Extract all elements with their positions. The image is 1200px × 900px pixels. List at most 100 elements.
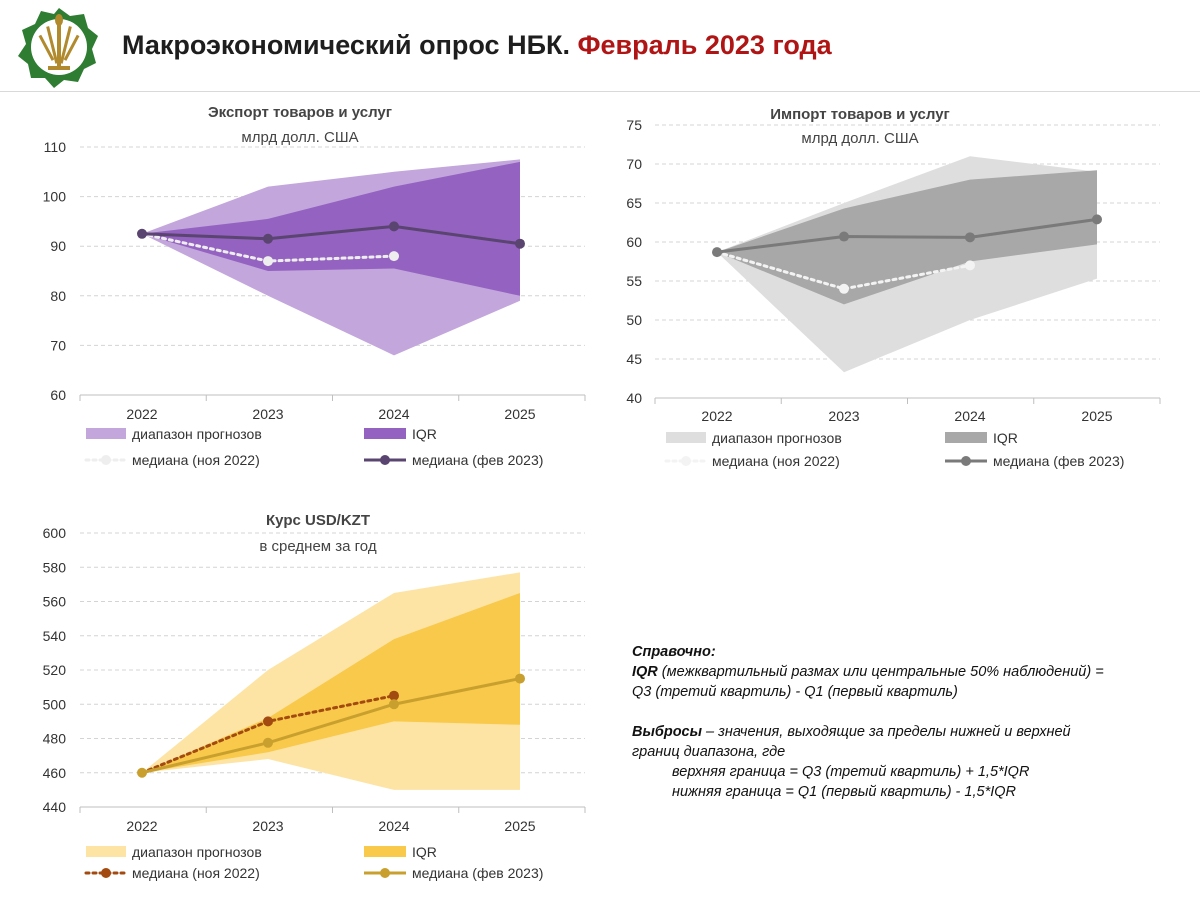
fx-y-tick-label: 540 — [43, 628, 67, 644]
import-x-tick-label: 2022 — [701, 408, 732, 424]
import-legend-range-swatch — [666, 432, 706, 443]
fx-y-tick-label: 560 — [43, 594, 67, 610]
header-divider — [0, 91, 1200, 92]
import-legend-range-label: диапазон прогнозов — [712, 430, 842, 446]
import-median-feb-point — [839, 231, 849, 242]
import-y-tick-label: 40 — [626, 390, 642, 406]
fx-legend-iqr-swatch — [364, 846, 406, 857]
fx-y-tick-label: 520 — [43, 662, 67, 678]
import-median-feb-point — [1092, 214, 1102, 225]
export-legend-feb-label: медиана (фев 2023) — [412, 452, 543, 468]
iqr-definition-1: (межквартильный размах или центральные 5… — [657, 664, 1104, 680]
import-median-nov-point — [965, 260, 975, 271]
fx-legend-feb-marker — [380, 868, 390, 878]
export-chart-subtitle: млрд долл. США — [241, 129, 358, 146]
iqr-definition-2: Q3 (третий квартиль) - Q1 (первый кварти… — [632, 684, 958, 700]
title-main: Макроэкономический опрос НБК. — [122, 30, 570, 60]
fx-y-tick-label: 480 — [43, 731, 67, 747]
import-y-tick-label: 70 — [626, 156, 642, 172]
reference-note: Справочно: IQR (межквартильный размах ил… — [632, 642, 1192, 802]
import-chart-subtitle: млрд долл. США — [801, 130, 918, 147]
export-median-feb-point — [263, 233, 273, 244]
export-iqr-area — [142, 161, 520, 296]
export-y-tick-label: 70 — [50, 337, 66, 353]
import-median-feb-point — [712, 247, 722, 258]
iqr-term: IQR — [632, 664, 658, 680]
export-median-feb-point — [515, 238, 525, 249]
export-y-tick-label: 60 — [50, 387, 66, 403]
export-median-nov-point — [389, 251, 399, 262]
import-y-tick-label: 65 — [626, 195, 642, 211]
export-x-tick-label: 2024 — [378, 406, 409, 422]
import-y-tick-label: 45 — [626, 351, 642, 367]
export-legend-range-swatch — [86, 428, 126, 439]
usd-kzt-chart: Курс USD/KZT в среднем за год 440 460 480 500… — [0, 500, 600, 900]
fx-median-feb-point — [389, 699, 399, 710]
import-y-tick-label: 55 — [626, 273, 642, 289]
fx-median-nov-point — [389, 690, 399, 701]
import-median-nov-point — [839, 283, 849, 294]
fx-iqr-area — [142, 592, 520, 773]
fx-y-tick-label: 440 — [43, 799, 67, 815]
export-legend-iqr-label: IQR — [412, 426, 437, 442]
upper-bound-formula: верхняя граница = Q3 (третий квартиль) +… — [672, 764, 1030, 780]
import-legend-iqr-swatch — [945, 432, 987, 443]
note-heading: Справочно: — [632, 644, 716, 660]
outliers-definition-2: границ диапазона, где — [632, 744, 786, 760]
fx-y-tick-label: 600 — [43, 525, 67, 541]
import-legend-feb-label: медиана (фев 2023) — [993, 453, 1124, 469]
export-legend-nov-label: медиана (ноя 2022) — [132, 452, 260, 468]
import-svg: Импорт товаров и услуг млрд долл. США 40 45… — [626, 106, 1161, 469]
export-x-tick-label: 2023 — [252, 406, 283, 422]
export-legend-nov-marker — [101, 455, 111, 465]
import-x-tick-label: 2025 — [1081, 408, 1112, 424]
page-title: Макроэкономический опрос НБК. Февраль 20… — [122, 30, 832, 61]
import-chart-title: Импорт товаров и услуг — [770, 106, 950, 123]
export-legend-iqr-swatch — [364, 428, 406, 439]
fx-legend-range-swatch — [86, 846, 126, 857]
import-median-feb-line — [716, 217, 1098, 254]
import-legend-feb-marker — [961, 456, 971, 466]
export-x-tick-label: 2025 — [504, 406, 535, 422]
export-median-nov-point — [263, 256, 273, 267]
fx-legend-nov-marker — [101, 868, 111, 878]
export-y-tick-label: 90 — [50, 238, 66, 254]
import-y-tick-label: 60 — [626, 234, 642, 250]
fx-median-feb-point — [515, 673, 525, 684]
fx-median-feb-point — [263, 737, 273, 748]
outliers-definition-1: – значения, выходящие за пределы нижней … — [702, 724, 1071, 740]
export-y-tick-label: 100 — [43, 189, 67, 205]
nbk-logo-icon — [18, 6, 100, 88]
export-median-feb-point — [137, 228, 147, 239]
fx-median-nov-point — [263, 716, 273, 727]
fx-y-tick-label: 460 — [43, 765, 67, 781]
import-legend-nov-marker — [681, 456, 691, 466]
fx-legend-iqr-label: IQR — [412, 844, 437, 860]
fx-chart-subtitle: в среднем за год — [259, 538, 376, 555]
fx-y-tick-label: 580 — [43, 559, 67, 575]
import-y-tick-label: 50 — [626, 312, 642, 328]
export-median-feb-line — [141, 224, 521, 246]
title-date: Февраль 2023 года — [577, 30, 832, 60]
import-legend-iqr-label: IQR — [993, 430, 1018, 446]
export-chart: Экспорт товаров и услуг млрд долл. США 60 7… — [0, 92, 600, 482]
fx-legend-nov-label: медиана (ноя 2022) — [132, 865, 260, 881]
export-y-tick-label: 110 — [44, 139, 67, 155]
fx-y-tick-label: 500 — [43, 696, 67, 712]
fx-legend-range-label: диапазон прогнозов — [132, 844, 262, 860]
fx-x-tick-label: 2023 — [252, 818, 283, 834]
import-x-tick-label: 2023 — [828, 408, 859, 424]
fx-chart-title: Курс USD/KZT — [266, 512, 370, 529]
fx-legend-feb-label: медиана (фев 2023) — [412, 865, 543, 881]
import-median-feb-point — [965, 232, 975, 243]
import-chart: Импорт товаров и услуг млрд долл. США 40 45… — [600, 92, 1200, 482]
export-svg: Экспорт товаров и услуг млрд долл. США 60 7… — [43, 104, 586, 468]
fx-x-tick-label: 2024 — [378, 818, 409, 834]
export-legend-feb-marker — [380, 455, 390, 465]
fx-x-tick-label: 2022 — [126, 818, 157, 834]
fx-x-tick-label: 2025 — [504, 818, 535, 834]
export-median-feb-point — [389, 221, 399, 232]
lower-bound-formula: нижняя граница = Q1 (первый квартиль) - … — [672, 784, 1016, 800]
export-x-tick-label: 2022 — [126, 406, 157, 422]
export-legend-range-label: диапазон прогнозов — [132, 426, 262, 442]
